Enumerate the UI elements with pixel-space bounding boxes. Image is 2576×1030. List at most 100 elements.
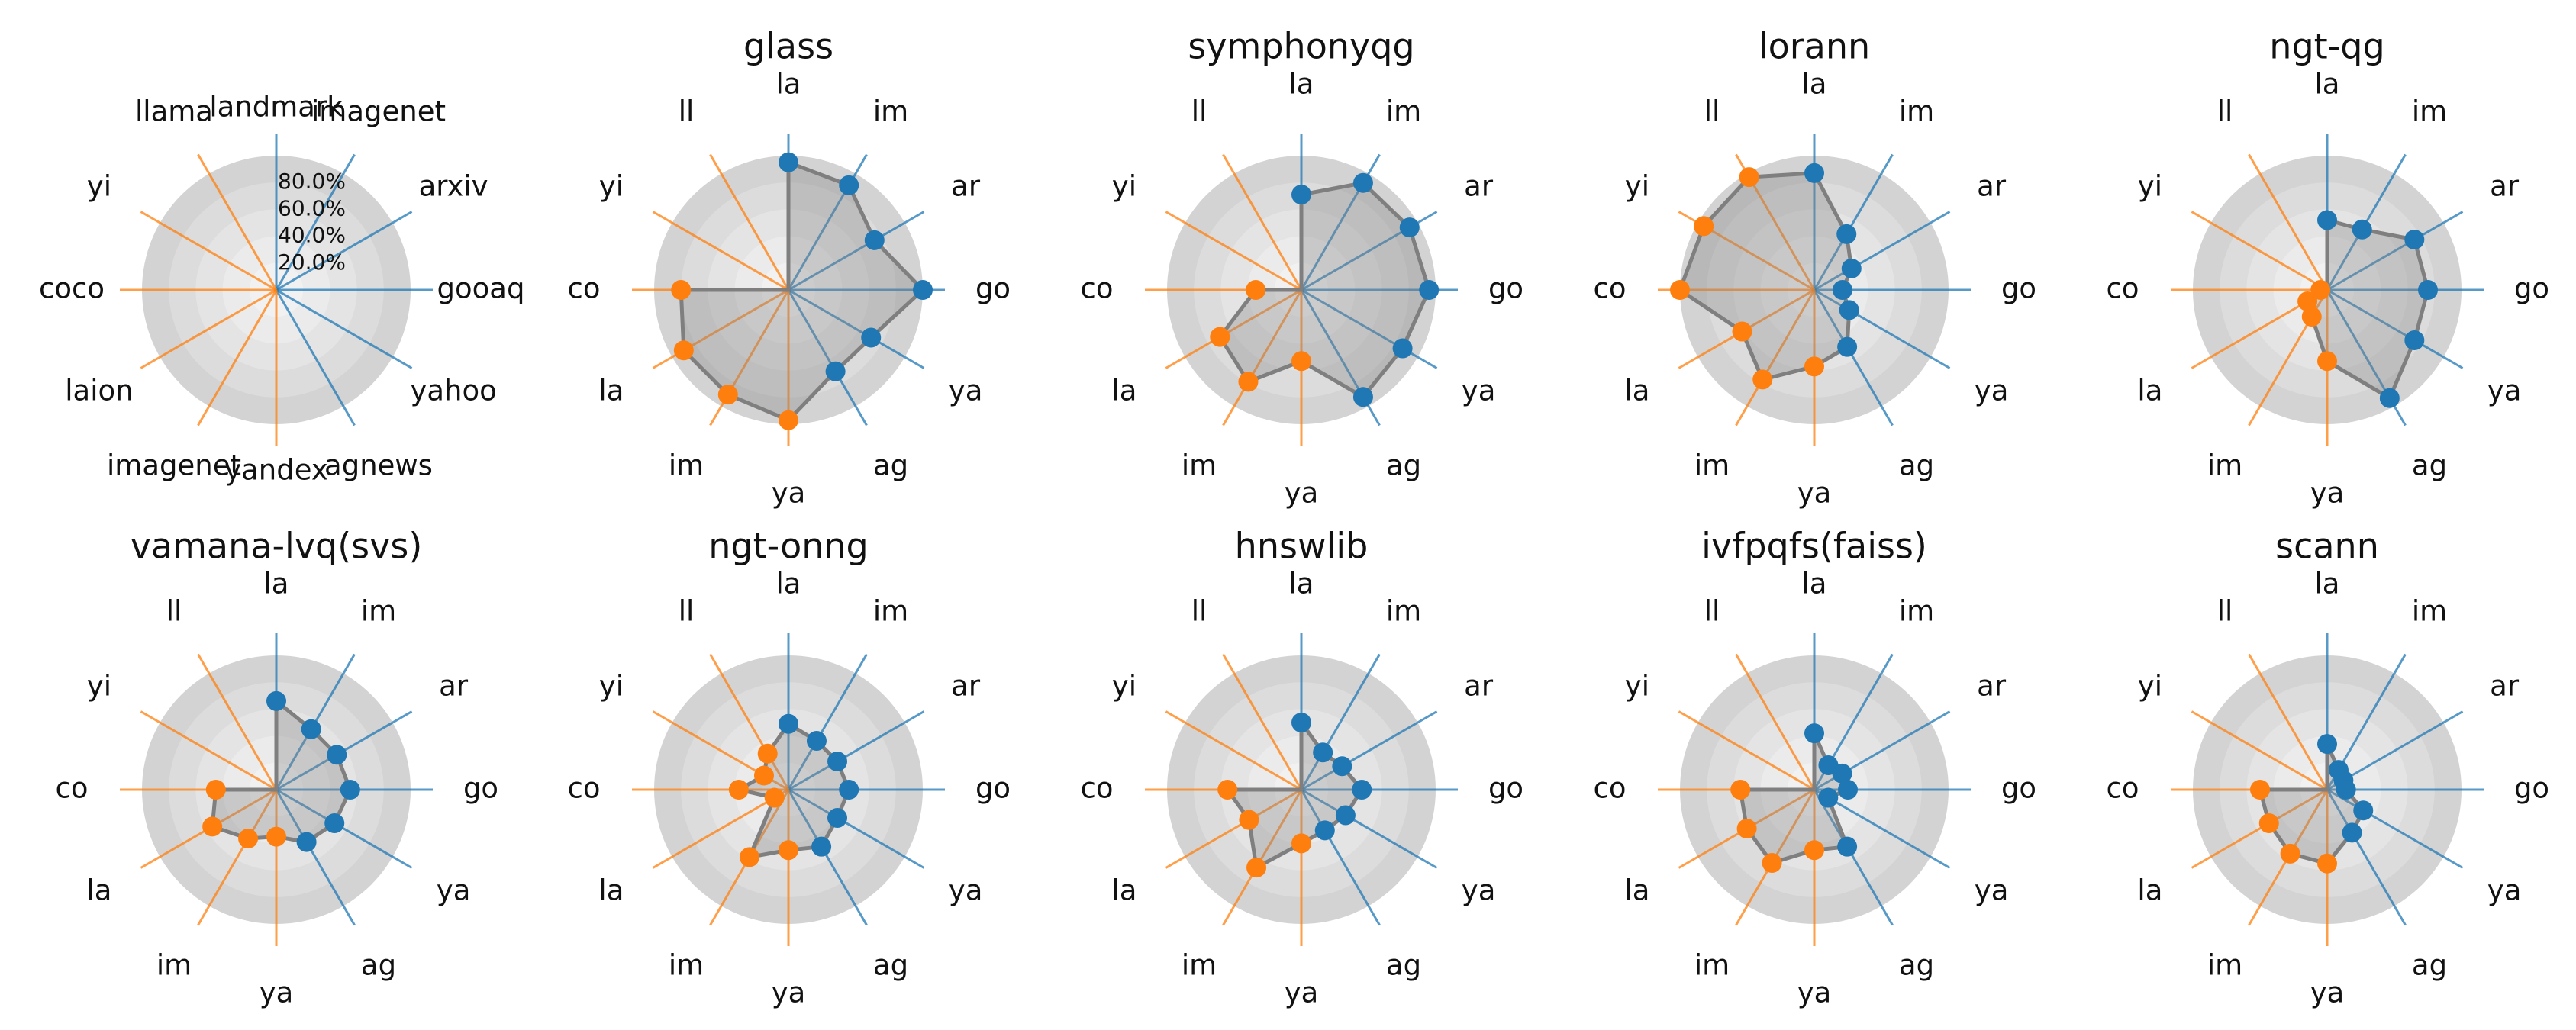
data-point [1841,258,1862,278]
panel-title: hnswlib [1235,526,1369,567]
axis-label: ya [2310,477,2345,510]
axis-label: imagenet [311,95,446,127]
axis-spoke [1678,710,1815,791]
axis-label: im [1182,949,1217,982]
radar-panel: la im ar go ya ag ya im la co yi ll hnswlib [1081,526,1524,1009]
axis-label: im [1386,594,1421,627]
axis-label: la [2137,874,2162,907]
axis-label: go [2514,272,2549,305]
axis-label: im [1182,449,1217,482]
panel-title: ngt-onng [708,526,869,567]
data-point [2258,813,2279,833]
axis-spoke [2191,211,2328,291]
axis-spoke [2326,288,2464,369]
axis-spoke [788,211,925,291]
data-point [1818,787,1839,808]
axis-spoke [276,288,413,369]
data-point [2317,853,2337,874]
axis-label: ll [1191,95,1207,127]
axis-spoke [709,153,790,291]
axis-label: ag [361,949,396,982]
axis-label: arxiv [419,170,488,203]
axis-label: ya [1975,375,2009,407]
data-point [753,765,774,786]
data-point [779,713,798,734]
axis-label: im [1694,449,1730,482]
axis-spoke [1222,789,1303,926]
axis-spoke [788,288,925,369]
axis-label: la [1111,375,1136,407]
axis-spoke [1300,789,1381,926]
axis-spoke [1165,710,1302,791]
axis-label: ar [951,670,981,703]
axis-label: yi [87,170,111,203]
axis-spoke [197,789,278,926]
axis-label: ya [437,874,471,907]
axis-label: ya [1797,977,1832,1009]
axis-spoke [1813,289,1894,426]
axis-spoke [275,153,356,291]
radar-panel: la im ar go ya ag ya im la co yi ll scann [2107,526,2550,1009]
data-point [1837,836,1858,857]
axis-label: ag [2412,449,2447,482]
axis-label: ll [1704,95,1720,127]
axis-spoke [1814,211,1951,291]
data-point [779,840,798,861]
axis-label: ll [2217,95,2233,127]
data-point [839,175,859,195]
axis-label: im [2207,449,2242,482]
axis-label: ya [949,874,983,907]
axis-label: landmark [209,91,343,124]
data-point [1739,167,1759,188]
axis-label: co [1594,272,1627,305]
axis-label: ag [1386,449,1421,482]
axis-label: co [56,772,89,805]
data-point [324,813,345,833]
axis-label: ll [1191,594,1207,627]
data-point [779,410,798,430]
data-point [1291,351,1311,372]
axis-label: la [2137,375,2162,407]
axis-spoke [1165,788,1302,869]
data-point [2301,307,2322,327]
axis-spoke [788,710,925,791]
radial-tick-label: 60.0% [278,195,346,220]
radar-panel: la im ar go ya ag ya im la co yi ll lorann [1594,26,2037,510]
axis-spoke [197,289,278,426]
data-point [717,385,738,405]
data-point [764,787,785,808]
axis-label: co [568,272,601,305]
data-point [1392,338,1413,359]
axis-label: yahoo [410,375,496,407]
axis-label: yi [2138,170,2162,203]
axis-label: la [1111,874,1136,907]
radar-panel: la im ar go ya ag ya im la co yi ll ivfpqfs(faiss) [1594,526,2037,1009]
axis-label: ag [1899,949,1934,982]
axis-spoke [2326,789,2407,926]
axis-spoke [1165,211,1302,291]
radar-panel: la im ar go ya ag ya im la co yi ll glass [568,26,1011,510]
axis-label: co [1594,772,1627,805]
axis-label: ll [2217,594,2233,627]
axis-label: ar [2490,170,2520,203]
axis-spoke [2191,710,2328,791]
axis-label: la [776,68,801,101]
data-point [1832,280,1852,300]
axis-spoke [652,211,789,291]
radial-tick-label: 40.0% [278,223,346,248]
data-point [671,280,692,300]
axis-label: ar [1464,170,1494,203]
data-point [296,832,317,852]
data-point [1838,780,1858,800]
data-point [2297,291,2318,311]
data-point [1239,810,1259,830]
data-point [1291,185,1311,205]
panel-title: symphonyqg [1188,26,1414,67]
data-point [2317,210,2337,230]
axis-label: la [1289,68,1314,101]
axis-label: la [1624,375,1649,407]
data-point [1736,819,1757,839]
axis-label: co [568,772,601,805]
data-point [1352,780,1372,800]
